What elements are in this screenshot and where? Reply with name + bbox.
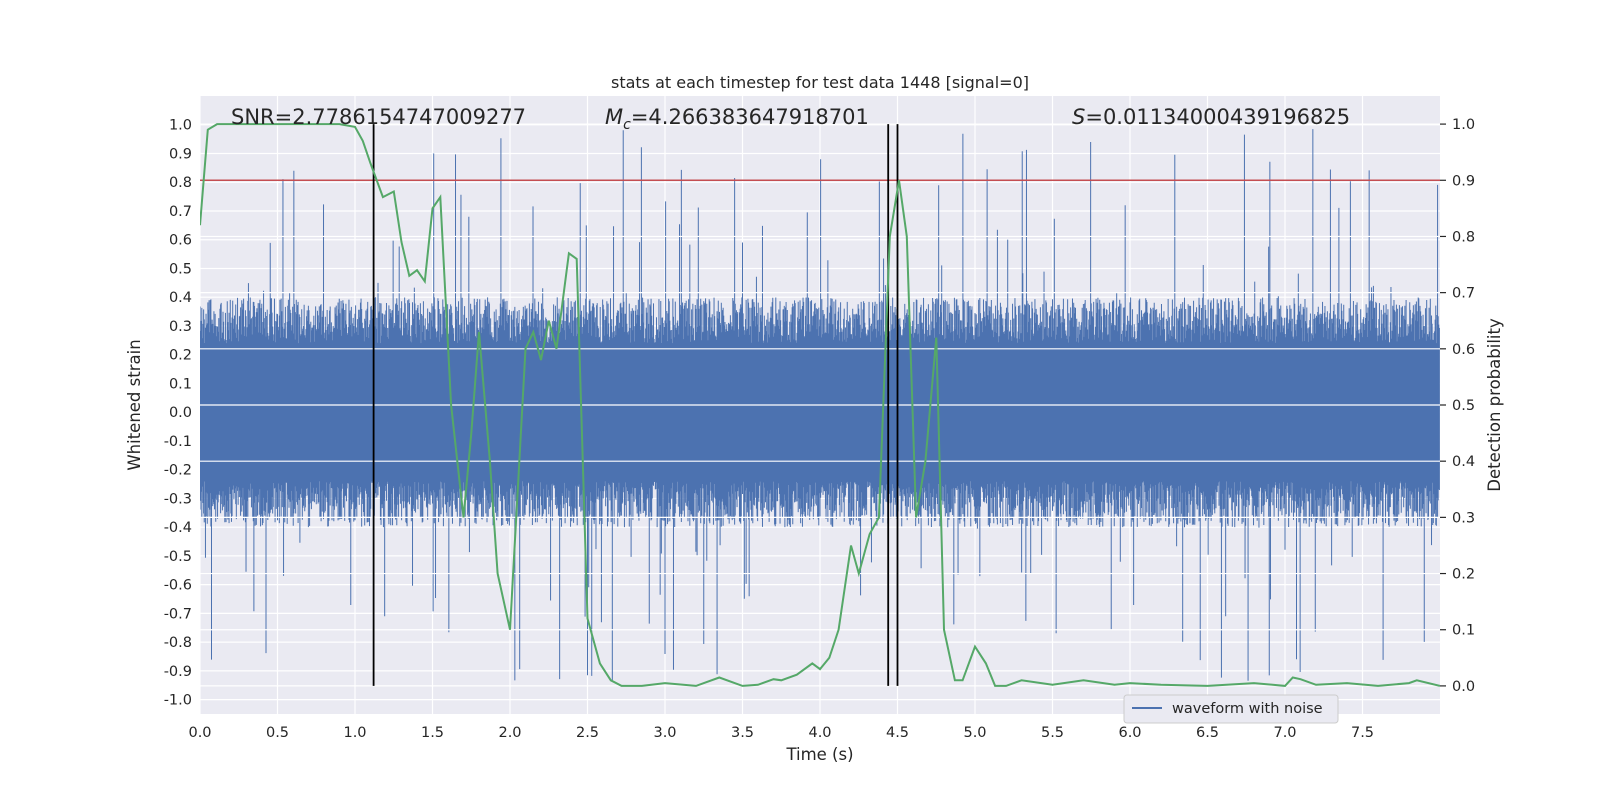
x-axis-ticks: 0.0 0.5 1.0 1.5 2.0 2.5 3.0 3.5 4.0 4.5 5.0 5.5 6.0 6… <box>188 725 1374 741</box>
y2-tick-label: 0.1 <box>1452 623 1475 639</box>
x-tick-label: 5.5 <box>1041 725 1064 741</box>
x-tick-label: 2.0 <box>498 725 521 741</box>
y-tick-label: 0.1 <box>169 376 192 392</box>
y-tick-label: -0.9 <box>164 664 192 680</box>
y-tick-label: -0.5 <box>164 549 192 565</box>
y-tick-label: -0.6 <box>164 578 192 594</box>
y2-tick-label: 0.6 <box>1452 342 1475 358</box>
y2-tick-label: 0.7 <box>1452 286 1475 302</box>
x-tick-label: 3.0 <box>653 725 676 741</box>
y-tick-label: -0.3 <box>164 491 192 507</box>
x-tick-label: 1.0 <box>343 725 366 741</box>
x-tick-label: 6.0 <box>1118 725 1141 741</box>
y2-tick-label: 0.9 <box>1452 173 1475 189</box>
y-tick-label: -0.7 <box>164 606 192 622</box>
probability-series <box>200 123 1440 687</box>
y-tick-label: 0.2 <box>169 348 192 364</box>
vertical-markers <box>372 124 899 686</box>
y2-axis-label: Detection probability <box>1485 318 1504 492</box>
y-axis-ticks: 1.0 0.9 0.8 0.7 0.6 0.5 0.4 0.3 0.2 0.1 0.0 -0.1 -0.… <box>164 118 192 709</box>
y-tick-label: 0.6 <box>169 233 192 249</box>
x-tick-label: 1.5 <box>421 725 444 741</box>
y-tick-label: 0.7 <box>169 204 192 220</box>
x-tick-label: 7.0 <box>1273 725 1296 741</box>
x-tick-label: 4.0 <box>808 725 831 741</box>
x-tick-label: 0.5 <box>266 725 289 741</box>
legend: waveform with noise <box>1123 694 1339 724</box>
y-tick-label: -0.2 <box>164 463 192 479</box>
chirp-mass-annotation: Mc=4.266383647918701 <box>605 105 869 133</box>
y-axis-label: Whitened strain <box>125 339 144 470</box>
y-tick-label: 0.8 <box>169 175 192 191</box>
x-tick-label: 2.5 <box>576 725 599 741</box>
y-tick-label: 1.0 <box>169 118 192 134</box>
y-tick-label: 0.5 <box>169 261 192 277</box>
y-tick-label: 0.0 <box>169 405 192 421</box>
y-tick-label: 0.3 <box>169 319 192 335</box>
x-tick-label: 5.0 <box>963 725 986 741</box>
y2-tick-label: 0.2 <box>1452 567 1475 583</box>
x-tick-label: 7.5 <box>1351 725 1374 741</box>
x-tick-label: 0.0 <box>188 725 211 741</box>
y-tick-label: -0.8 <box>164 635 192 651</box>
y-tick-label: -0.1 <box>164 434 192 450</box>
chart-title: stats at each timestep for test data 144… <box>611 73 1029 92</box>
legend-waveform-label: waveform with noise <box>1172 701 1323 717</box>
y2-tick-label: 0.8 <box>1452 229 1475 245</box>
y2-tick-label: 0.3 <box>1452 510 1475 526</box>
chirp-mass-subscript: c <box>623 117 631 133</box>
y-tick-label: 0.4 <box>169 290 192 306</box>
x-tick-label: 4.5 <box>886 725 909 741</box>
y-tick-label: -1.0 <box>164 693 192 709</box>
legend-box <box>1123 694 1339 724</box>
x-tick-label: 6.5 <box>1196 725 1219 741</box>
snr-annotation: SNR=2.7786154747009277 <box>231 105 526 129</box>
x-axis-label: Time (s) <box>785 745 853 764</box>
s-symbol: S <box>1072 105 1085 129</box>
y-tick-label: -0.4 <box>164 520 192 536</box>
y-tick-label: 0.9 <box>169 146 192 162</box>
s-annotation: S=0.01134000439196825 <box>1072 105 1350 129</box>
right-axis-gridlines <box>200 123 1440 687</box>
y2-tick-label: 0.4 <box>1452 454 1475 470</box>
y2-tick-label: 0.5 <box>1452 398 1475 414</box>
x-tick-label: 3.5 <box>731 725 754 741</box>
s-value: =0.01134000439196825 <box>1085 105 1350 129</box>
y2-tick-label: 0.0 <box>1452 679 1475 695</box>
y2-tick-label: 1.0 <box>1452 117 1475 133</box>
y2-axis-ticks: 1.0 0.9 0.8 0.7 0.6 0.5 0.4 0.3 0.2 0.1 0.0 <box>1440 117 1475 695</box>
chirp-mass-value: =4.266383647918701 <box>631 105 869 129</box>
chirp-mass-symbol: M <box>605 105 623 129</box>
